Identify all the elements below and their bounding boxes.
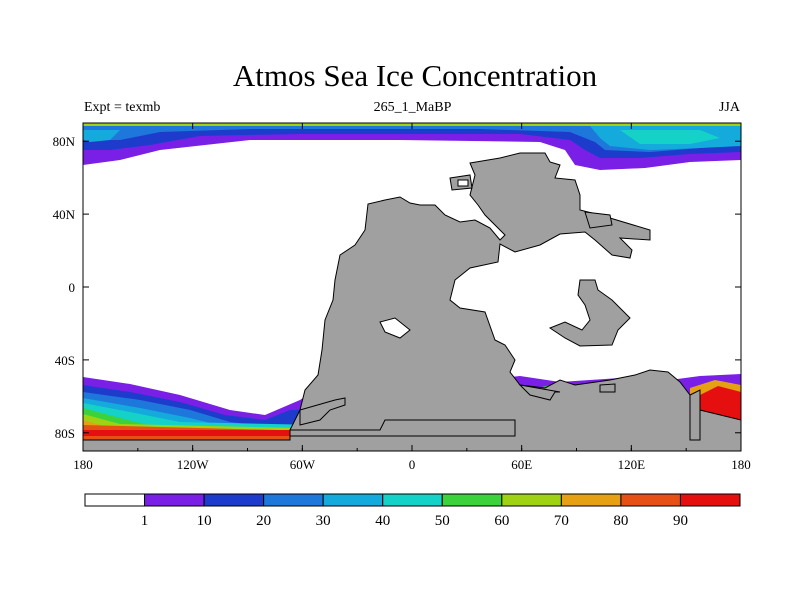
x-tick-label: 120E bbox=[618, 457, 646, 472]
x-tick-label: 60W bbox=[290, 457, 316, 472]
y-axis: 80N 40N 0 40S 80S bbox=[53, 134, 741, 441]
x-axis: 180 120W 60W 0 60E 120E 180 bbox=[73, 123, 751, 472]
colorbar-swatch bbox=[263, 493, 324, 507]
colorbar-swatch bbox=[144, 493, 205, 507]
map-layer bbox=[83, 123, 741, 451]
colorbar-label: 20 bbox=[256, 513, 271, 529]
colorbar-label: 70 bbox=[554, 513, 569, 529]
colorbar-swatch bbox=[84, 493, 146, 507]
colorbar-swatch bbox=[322, 493, 384, 507]
colorbar-swatch bbox=[560, 493, 622, 507]
x-tick-label: 60E bbox=[511, 457, 532, 472]
colorbar-swatch bbox=[441, 493, 503, 507]
colorbar-label: 80 bbox=[613, 513, 628, 529]
run-label: 265_1_MaBP bbox=[373, 100, 452, 115]
colorbar-label: 40 bbox=[375, 513, 390, 529]
season-label: JJA bbox=[718, 100, 740, 115]
chart-title: Atmos Sea Ice Concentration bbox=[232, 58, 598, 93]
colorbar-swatch bbox=[679, 493, 741, 507]
colorbar-swatch bbox=[203, 493, 265, 507]
y-tick-label: 40N bbox=[53, 207, 76, 222]
colorbar-label: 10 bbox=[197, 513, 212, 529]
colorbar-swatch bbox=[382, 493, 443, 507]
colorbar-label: 90 bbox=[673, 513, 688, 529]
y-tick-label: 40S bbox=[55, 353, 75, 368]
y-tick-label: 80S bbox=[55, 426, 75, 441]
x-tick-label: 180 bbox=[731, 457, 751, 472]
colorbar-label: 60 bbox=[494, 513, 509, 529]
colorbar-label: 30 bbox=[316, 513, 331, 529]
colorbar-label: 50 bbox=[435, 513, 450, 529]
colorbar-label: 1 bbox=[141, 513, 149, 529]
x-tick-label: 0 bbox=[409, 457, 416, 472]
x-tick-label: 180 bbox=[73, 457, 93, 472]
inland-water bbox=[379, 179, 469, 339]
colorbar: 1 10 20 30 40 50 60 70 80 90 bbox=[84, 493, 741, 529]
x-tick-label: 120W bbox=[177, 457, 210, 472]
colorbar-swatch bbox=[501, 493, 562, 507]
y-tick-label: 80N bbox=[53, 134, 76, 149]
colorbar-swatch bbox=[620, 493, 681, 507]
experiment-label: Expt = texmb bbox=[84, 100, 161, 115]
y-tick-label: 0 bbox=[69, 280, 76, 295]
